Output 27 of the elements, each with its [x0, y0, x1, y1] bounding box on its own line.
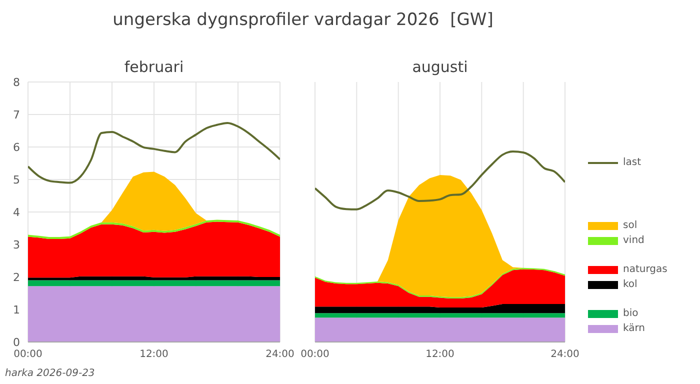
y-tick-label: 3 [13, 238, 20, 252]
y-tick-label: 1 [13, 303, 20, 316]
legend-label: bio [623, 308, 638, 319]
y-tick-label: 5 [13, 173, 20, 186]
x-tick-label: 24:00 [550, 349, 580, 360]
text: harka 2026-09-23 [5, 368, 95, 379]
y-tick-label: 4 [13, 206, 20, 219]
x-tick-label: 12:00 [426, 349, 454, 360]
y-tick-label: 6 [13, 140, 20, 154]
legend-label: last [623, 157, 642, 168]
x-tick-label: 24:00 [266, 349, 294, 360]
legend-label: vind [623, 235, 644, 246]
x-tick-label: 12:00 [140, 349, 168, 360]
y-tick-label: 2 [13, 270, 20, 284]
chart-subtitle: februari [123, 58, 185, 76]
legend-label: kärn [623, 323, 646, 334]
line-series [28, 122, 280, 184]
legend-label: kol [623, 279, 638, 290]
x-tick-label: 00:00 [14, 349, 42, 360]
y-tick-label: 0 [13, 336, 20, 349]
x-tick-label: 00:00 [300, 349, 330, 360]
y-tick-label: 8 [13, 76, 20, 89]
chart-title: ungerska dygnsprofiler vardagar 2026 [GW] [112, 10, 494, 30]
chart-subtitle: augusti [411, 58, 469, 76]
y-tick-label: 7 [13, 108, 20, 122]
legend-label: sol [623, 220, 638, 231]
legend-label: naturgas [623, 264, 668, 275]
